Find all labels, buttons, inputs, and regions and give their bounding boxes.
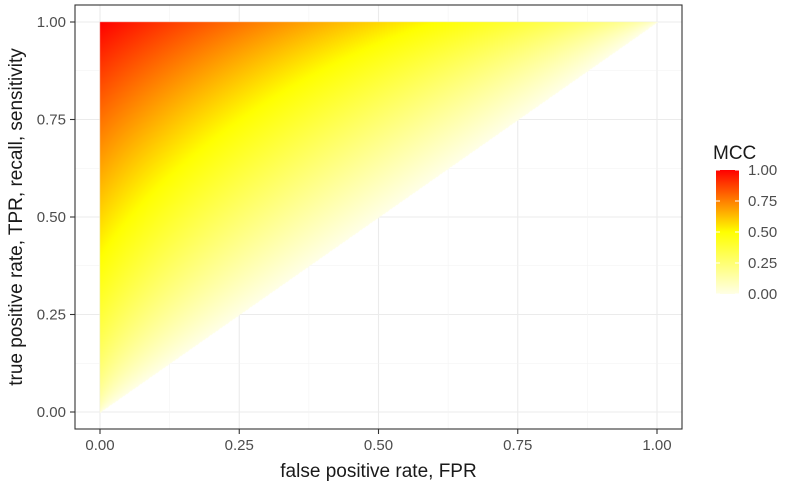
y-tick-label-0: 0.00 bbox=[37, 404, 66, 421]
legend-label-3: 0.25 bbox=[748, 255, 777, 272]
y-tick-label-2: 0.50 bbox=[37, 209, 66, 226]
x-tick-label-0: 0.00 bbox=[85, 437, 114, 454]
y-axis-title: true positive rate, TPR, recall, sensiti… bbox=[6, 48, 27, 386]
x-tick-label-1: 0.25 bbox=[225, 437, 254, 454]
y-tick-label-1: 0.25 bbox=[37, 307, 66, 324]
x-tick-label-2: 0.50 bbox=[364, 437, 393, 454]
legend-label-0: 1.00 bbox=[748, 162, 777, 179]
y-tick-label-4: 1.00 bbox=[37, 14, 66, 31]
x-tick-label-3: 0.75 bbox=[503, 437, 532, 454]
x-axis-title: false positive rate, FPR bbox=[280, 461, 476, 482]
legend-ticks: 1.00 0.75 0.50 0.25 0.00 bbox=[716, 162, 777, 303]
x-tick-label-4: 1.00 bbox=[642, 437, 671, 454]
legend-colorbar bbox=[716, 170, 739, 294]
legend-label-2: 0.50 bbox=[748, 224, 777, 241]
legend-label-4: 0.00 bbox=[748, 286, 777, 303]
x-axis: 0.00 0.25 0.50 0.75 1.00 bbox=[85, 429, 672, 454]
legend: MCC 1.00 0.75 0.50 0.25 0.00 bbox=[713, 143, 777, 303]
legend-title: MCC bbox=[713, 143, 756, 164]
y-tick-label-3: 0.75 bbox=[37, 112, 66, 129]
y-axis: 0.00 0.25 0.50 0.75 1.00 bbox=[37, 14, 75, 421]
legend-label-1: 0.75 bbox=[748, 193, 777, 210]
